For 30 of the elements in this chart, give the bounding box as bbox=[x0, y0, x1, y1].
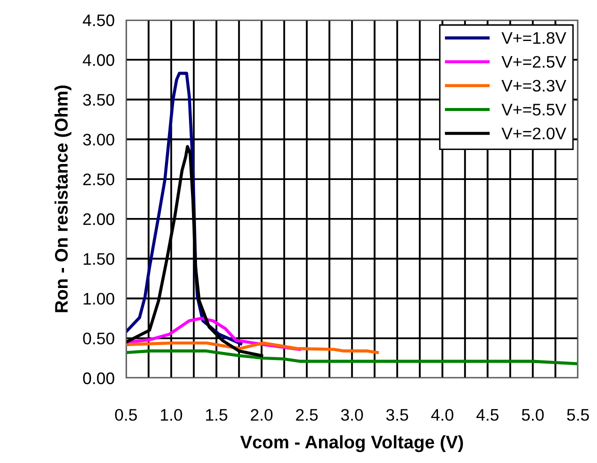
y-tick-label: 2.00 bbox=[83, 213, 114, 226]
legend-label: V+=2.0V bbox=[502, 128, 566, 140]
y-tick-label: 1.50 bbox=[84, 253, 114, 265]
y-tick-label: 1.00 bbox=[84, 292, 114, 305]
y-axis-title: Ron - On resistance (Ohm) bbox=[54, 86, 72, 312]
y-tick-label: 3.50 bbox=[83, 94, 114, 106]
legend-label: V+=5.5V bbox=[502, 104, 566, 116]
x-tick-label: 5.0 bbox=[522, 408, 544, 421]
y-tick-label: 0.00 bbox=[83, 372, 114, 384]
x-tick-label: 1.5 bbox=[206, 409, 228, 421]
line-series bbox=[126, 341, 379, 354]
x-tick-label: 3.0 bbox=[341, 408, 363, 421]
y-tick-label: 4.00 bbox=[82, 54, 114, 66]
x-axis-title: Vcom - Analog Voltage (V) bbox=[240, 435, 463, 452]
x-tick-label: 0.5 bbox=[115, 408, 137, 421]
x-tick-label: 1.0 bbox=[160, 408, 182, 421]
x-tick-label: 2.5 bbox=[296, 408, 318, 421]
legend-label: V+=2.5V bbox=[502, 56, 566, 68]
y-tick-label: 3.00 bbox=[83, 134, 114, 146]
x-tick-label: 5.5 bbox=[567, 409, 589, 421]
legend-label: V+=1.8V bbox=[502, 32, 566, 44]
x-tick-label: 2.0 bbox=[250, 408, 273, 421]
x-tick-label: 3.5 bbox=[386, 408, 408, 421]
x-tick-label: 4.5 bbox=[476, 409, 498, 421]
y-tick-label: 2.50 bbox=[83, 174, 114, 186]
x-tick-label: 4.0 bbox=[431, 408, 454, 421]
line-series bbox=[126, 349, 578, 366]
y-tick-label: 0.50 bbox=[83, 332, 114, 344]
legend-label: V+=3.3V bbox=[502, 80, 566, 92]
y-tick-label: 4.50 bbox=[82, 14, 114, 26]
